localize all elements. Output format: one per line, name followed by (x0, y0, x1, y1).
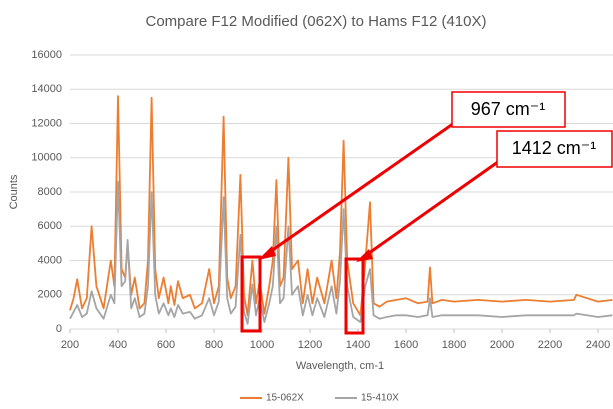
x-tick-label: 2200 (538, 339, 562, 351)
y-tick-label: 10000 (31, 152, 62, 164)
series-line (69, 95, 613, 317)
legend-label: 15-410X (361, 393, 399, 404)
callout-label: 967 cm⁻¹ (471, 99, 546, 119)
annotations: 967 cm⁻¹ 1412 cm⁻¹ (240, 91, 613, 335)
legend-label: 15-062X (266, 393, 304, 404)
x-tick-label: 1800 (442, 339, 466, 351)
x-tick-label: 2000 (490, 339, 514, 351)
x-tick-label: 1000 (250, 339, 274, 351)
arrow (263, 110, 471, 258)
x-tick-label: 1400 (346, 339, 370, 351)
highlight-box (344, 257, 365, 335)
x-tick-label: 1600 (394, 339, 418, 351)
series-line (69, 180, 613, 325)
y-axis-label: Counts (8, 174, 20, 209)
plot-area: 0 2000 4000 6000 8000 10000 12000 14000 16000 200… (31, 49, 613, 351)
x-tick-label: 2400 (586, 339, 610, 351)
arrowhead (258, 246, 276, 260)
y-tick-label: 6000 (38, 220, 62, 232)
chart-title: Compare F12 Modified (062X) to Hams F12 … (146, 13, 487, 30)
y-tick-label: 14000 (31, 83, 62, 95)
callout-label: 1412 cm⁻¹ (512, 138, 597, 158)
callout-box (496, 130, 613, 168)
arrow (361, 150, 513, 260)
x-tick-label: 1200 (298, 339, 322, 351)
y-tick-label: 12000 (31, 117, 62, 129)
x-tick-label: 600 (157, 339, 175, 351)
x-axis-label: Wavelength, cm-1 (296, 360, 384, 372)
y-tick-label: 8000 (38, 186, 62, 198)
arrowhead (356, 249, 373, 262)
y-tick-label: 4000 (38, 254, 62, 266)
x-tick-label: 200 (61, 339, 79, 351)
x-tick-label: 400 (109, 339, 127, 351)
x-tick-label: 800 (205, 339, 223, 351)
y-tick-label: 16000 (31, 49, 62, 61)
y-tick-label: 2000 (38, 289, 62, 301)
y-tick-label: 0 (56, 323, 62, 335)
highlight-box (240, 255, 262, 333)
callout-box (451, 91, 566, 128)
